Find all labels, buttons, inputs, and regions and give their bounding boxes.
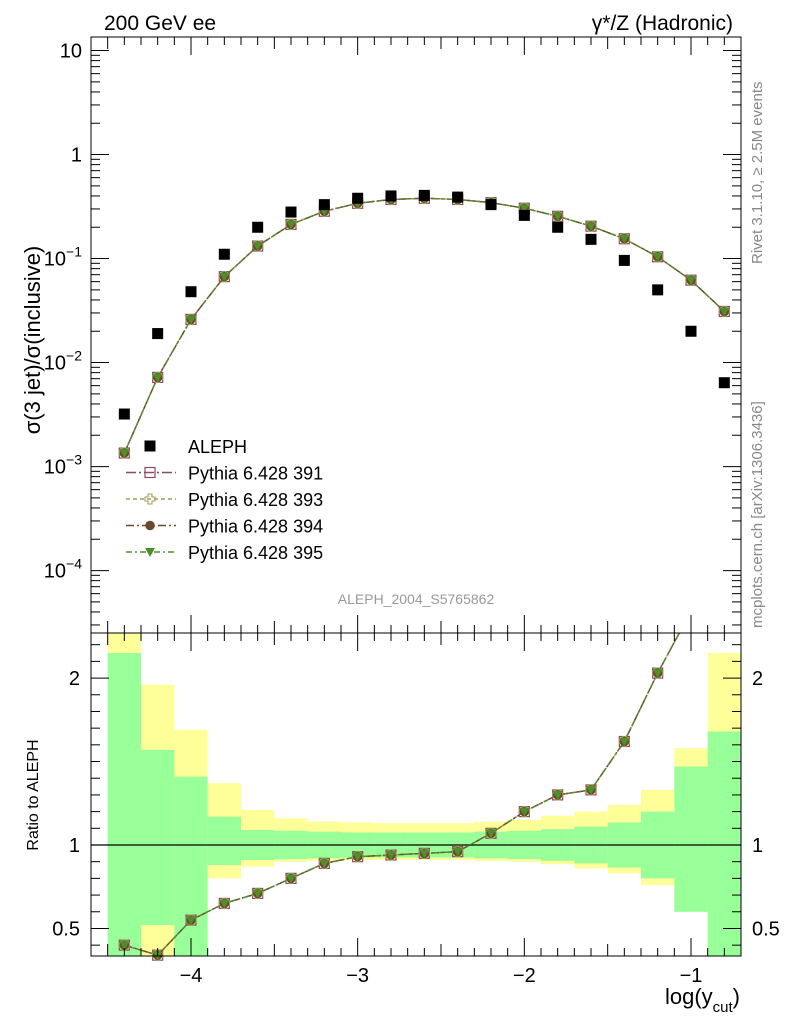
- data-point: [518, 209, 530, 221]
- ratio-point-4: [519, 807, 530, 817]
- data-point: [118, 408, 130, 420]
- band-inner: [174, 776, 208, 956]
- y-tick-label: 10−1: [44, 244, 82, 271]
- x-tick-label: −4: [180, 965, 203, 987]
- y-tick-label: 10−2: [44, 348, 82, 375]
- ratio-point-4: [486, 829, 496, 839]
- mc-point-4: [586, 222, 596, 232]
- ratio-y-label: Ratio to ALEPH: [25, 739, 42, 850]
- y-tick-label: 10−4: [44, 556, 82, 583]
- ratio-y-tick-label-right: 1: [752, 835, 763, 857]
- legend-marker-3: [145, 520, 155, 531]
- legend-label-2: Pythia 6.428 393: [188, 490, 323, 510]
- ratio-point-4: [386, 851, 396, 861]
- watermark-label: ALEPH_2004_S5765862: [338, 591, 495, 607]
- ratio-y-tick-label: 0.5: [52, 918, 80, 940]
- mc-line-3: [123, 197, 725, 454]
- mc-point-4: [252, 242, 263, 252]
- ratio-point-4: [652, 669, 663, 679]
- data-point: [385, 190, 397, 202]
- data-point: [452, 191, 464, 203]
- mc-line-2: [123, 197, 725, 454]
- mc-point-4: [719, 307, 730, 317]
- ratio-y-tick-label-right: 2: [752, 668, 763, 690]
- data-point: [718, 377, 730, 389]
- rivet-label: Rivet 3.1.10, ≥ 2.5M events: [749, 82, 766, 265]
- data-point: [685, 325, 697, 337]
- mc-point-4: [119, 449, 130, 459]
- data-point: [418, 189, 430, 201]
- mc-point-4: [286, 220, 296, 230]
- ratio-point-4: [119, 941, 130, 951]
- data-point: [652, 284, 664, 296]
- header-right: γ*/Z (Hadronic): [592, 12, 733, 35]
- legend-label-4: Pythia 6.428 395: [188, 543, 323, 563]
- data-point: [318, 199, 330, 211]
- band-inner: [707, 731, 741, 956]
- header-left: 200 GeV ee: [104, 12, 216, 35]
- data-point: [552, 221, 564, 233]
- legend-label-1: Pythia 6.428 391: [188, 464, 323, 484]
- mc-point-4: [186, 315, 196, 325]
- data-point: [485, 199, 497, 211]
- mc-point-4: [619, 234, 630, 244]
- ratio-point-4: [252, 889, 263, 899]
- legend-marker-4: [145, 548, 155, 557]
- mc-point-4: [686, 276, 696, 286]
- ratio-y-tick-label-right: 0.5: [752, 918, 780, 940]
- ratio-y-tick-label: 1: [69, 835, 80, 857]
- x-tick-label: −2: [513, 965, 536, 987]
- legend-label-3: Pythia 6.428 394: [188, 517, 323, 537]
- band-inner: [207, 816, 241, 866]
- mc-line-1: [123, 197, 725, 454]
- data-point: [185, 286, 197, 298]
- data-point: [618, 254, 630, 266]
- band-inner: [674, 766, 708, 912]
- ratio-y-tick-label: 2: [69, 668, 80, 690]
- mc-point-4: [519, 204, 530, 214]
- legend-marker-2: [144, 493, 156, 505]
- ratio-point-4: [586, 785, 596, 795]
- x-axis-label: log(ycut): [665, 984, 740, 1016]
- ratio-point-4: [319, 859, 330, 869]
- mc-point-4: [652, 252, 663, 262]
- mcplots-label: mcplots.cern.ch [arXiv:1306.3436]: [749, 401, 766, 628]
- ratio-point-4: [619, 737, 630, 747]
- data-point: [585, 233, 597, 245]
- data-point: [252, 221, 264, 233]
- band-inner: [141, 749, 175, 926]
- x-tick-label: −1: [680, 965, 703, 987]
- band-inner: [107, 653, 141, 956]
- ratio-point-4: [219, 899, 230, 909]
- mc-point-4: [219, 272, 230, 282]
- main-y-label: σ(3 jet)/σ(inclusive): [20, 246, 45, 435]
- ratio-point-4: [452, 847, 463, 857]
- mc-point-4: [152, 373, 163, 383]
- legend-label-data: ALEPH: [188, 437, 247, 457]
- legend-marker-data: [144, 440, 156, 452]
- data-point: [218, 248, 230, 260]
- data-point: [352, 192, 364, 204]
- data-point: [152, 328, 164, 340]
- y-tick-label: 1: [71, 145, 82, 167]
- y-tick-label: 10−3: [44, 452, 82, 479]
- ratio-point-4: [286, 874, 296, 884]
- ratio-point-4: [352, 852, 363, 862]
- y-tick-label: 10: [60, 41, 82, 63]
- mc-line-4: [123, 197, 725, 454]
- ratio-point-4: [552, 790, 563, 800]
- ratio-point-4: [186, 916, 196, 926]
- data-point: [285, 206, 297, 218]
- ratio-point-4: [419, 849, 430, 859]
- legend-marker-1: [144, 466, 156, 479]
- x-tick-label: −3: [346, 965, 369, 987]
- mc-point-4: [552, 212, 563, 222]
